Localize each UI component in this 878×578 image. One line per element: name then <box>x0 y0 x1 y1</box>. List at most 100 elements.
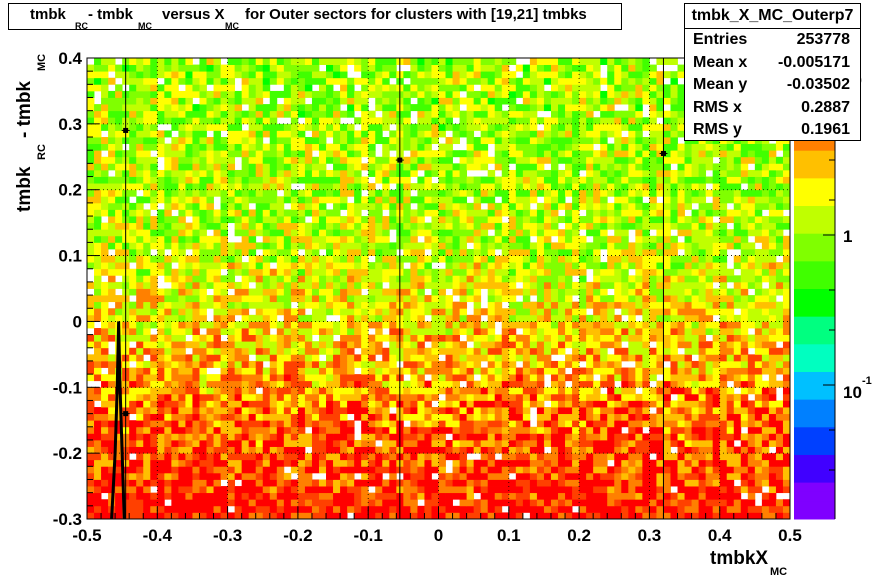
heatmap-cell <box>586 466 594 474</box>
heatmap-cell <box>143 407 151 415</box>
heatmap-cell <box>290 314 299 322</box>
heatmap-cell <box>445 222 453 230</box>
heatmap-cell <box>157 439 165 447</box>
heatmap-cell <box>565 288 573 296</box>
heatmap-cell <box>248 492 257 500</box>
heatmap-cell <box>340 453 348 461</box>
heatmap-cell <box>318 433 327 441</box>
heatmap-cell <box>705 314 714 322</box>
heatmap-cell <box>241 486 250 494</box>
heatmap-cell <box>565 479 573 487</box>
heatmap-cell <box>614 472 622 480</box>
heatmap-cell <box>129 446 137 454</box>
heatmap-cell <box>410 492 418 500</box>
heatmap-cell <box>614 354 622 362</box>
heatmap-cell <box>698 367 707 375</box>
heatmap-cell <box>452 268 460 276</box>
heatmap-cell <box>522 281 531 289</box>
heatmap-cell <box>600 183 608 191</box>
heatmap-cell <box>206 486 214 494</box>
heatmap-cell <box>234 288 243 296</box>
heatmap-cell <box>255 360 264 368</box>
heatmap-cell <box>459 472 468 480</box>
heatmap-cell <box>747 301 756 309</box>
heatmap-cell <box>684 367 692 375</box>
heatmap-cell <box>445 314 453 322</box>
heatmap-cell <box>354 169 362 177</box>
heatmap-cell <box>642 433 650 441</box>
heatmap-cell <box>761 367 770 375</box>
heatmap-cell <box>262 301 271 309</box>
heatmap-cell <box>543 433 552 441</box>
heatmap-cell <box>424 472 432 480</box>
heatmap-cell <box>719 505 728 513</box>
heatmap-cell <box>192 229 200 237</box>
heatmap-cell <box>417 314 425 322</box>
heatmap-cell <box>529 255 538 263</box>
heatmap-cell <box>136 196 144 204</box>
heatmap-cell <box>213 334 221 342</box>
heatmap-cell <box>347 229 355 237</box>
heatmap-cell <box>326 275 334 283</box>
heatmap-cell <box>593 347 601 355</box>
heatmap-cell <box>297 222 306 230</box>
heatmap-cell <box>326 459 334 467</box>
heatmap-cell <box>501 183 510 191</box>
heatmap-cell <box>375 202 383 210</box>
heatmap-cell <box>438 486 446 494</box>
heatmap-cell <box>382 446 390 454</box>
heatmap-cell <box>621 420 629 428</box>
heatmap-cell <box>572 216 580 224</box>
heatmap-cell <box>740 268 749 276</box>
heatmap-cell <box>621 499 629 507</box>
heatmap-cell <box>248 387 257 395</box>
heatmap-cell <box>192 446 200 454</box>
heatmap-cell <box>452 374 460 382</box>
heatmap-cell <box>726 176 735 184</box>
heatmap-cell <box>515 354 524 362</box>
heatmap-cell <box>94 334 102 342</box>
heatmap-cell <box>761 235 770 243</box>
heatmap-cell <box>234 229 243 237</box>
heatmap-cell <box>248 235 257 243</box>
heatmap-cell <box>691 512 700 520</box>
heatmap-cell <box>586 433 594 441</box>
heatmap-cell <box>705 255 714 263</box>
heatmap-cell <box>782 512 791 520</box>
heatmap-cell <box>340 295 348 303</box>
heatmap-cell <box>178 420 186 428</box>
heatmap-cell <box>213 314 221 322</box>
heatmap-cell <box>213 439 221 447</box>
heatmap-cell <box>719 367 728 375</box>
heatmap-cell <box>276 202 285 210</box>
heatmap-cell <box>522 334 531 342</box>
heatmap-cell <box>459 242 468 250</box>
heatmap-cell <box>719 420 728 428</box>
heatmap-cell <box>768 321 777 329</box>
heatmap-cell <box>656 176 664 184</box>
heatmap-cell <box>712 439 721 447</box>
heatmap-cell <box>389 216 397 224</box>
heatmap-cell <box>684 459 692 467</box>
heatmap-cell <box>115 512 123 520</box>
heatmap-cell <box>333 374 341 382</box>
heatmap-cell <box>515 275 524 283</box>
heatmap-cell <box>304 328 313 335</box>
heatmap-cell <box>614 268 622 276</box>
heatmap-cell <box>579 314 587 322</box>
heatmap-cell <box>656 209 664 217</box>
heatmap-cell <box>185 328 193 335</box>
heatmap-cell <box>248 380 257 388</box>
heatmap-cell <box>164 354 172 362</box>
heatmap-cell <box>297 512 306 520</box>
heatmap-cell <box>691 341 700 349</box>
heatmap-cell <box>417 216 425 224</box>
heatmap-cell <box>691 268 700 276</box>
heatmap-cell <box>740 202 749 210</box>
heatmap-cell <box>600 407 608 415</box>
heatmap-cell <box>297 229 306 237</box>
heatmap-cell <box>213 229 221 237</box>
heatmap-cell <box>178 189 186 197</box>
heatmap-cell <box>192 393 200 401</box>
heatmap-cell <box>740 380 749 388</box>
